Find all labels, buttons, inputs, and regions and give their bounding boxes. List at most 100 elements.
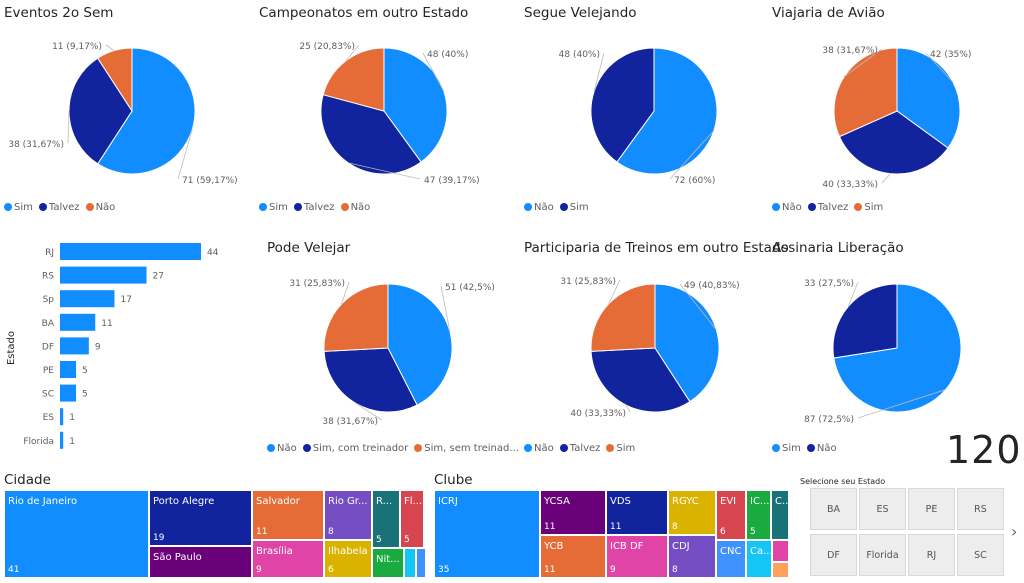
slicer-option-florida[interactable]: Florida bbox=[859, 534, 906, 576]
treemap-cell[interactable]: Rio Gr... 8 bbox=[324, 490, 372, 540]
treemap-cell[interactable]: VDS 11 bbox=[606, 490, 668, 535]
treemap-cell[interactable]: EVI 6 bbox=[716, 490, 746, 540]
slicer-option-es[interactable]: ES bbox=[859, 488, 906, 530]
legend-item[interactable]: Sim bbox=[4, 202, 33, 213]
legend-dot-icon bbox=[772, 203, 780, 211]
treemap-cell[interactable]: YCSA 11 bbox=[540, 490, 606, 535]
treemap-cell-label: CDJ bbox=[672, 541, 690, 552]
legend-label: Talvez bbox=[569, 443, 601, 454]
bar-rs[interactable] bbox=[60, 266, 147, 284]
legend-item[interactable]: Não bbox=[340, 202, 370, 213]
legend-item[interactable]: Sim bbox=[559, 202, 589, 213]
legend-item[interactable]: Talvez bbox=[807, 202, 848, 213]
treemap-cell[interactable]: Fl... 5 bbox=[400, 490, 424, 548]
legend-item[interactable]: Não bbox=[524, 202, 554, 213]
legend-dot-icon bbox=[38, 203, 47, 211]
slicer-option-rj[interactable]: RJ bbox=[908, 534, 955, 576]
bar-df[interactable] bbox=[60, 337, 89, 355]
treemap-cell[interactable] bbox=[772, 562, 789, 578]
pie-chart-viajaria[interactable]: 42 (35%) 40 (33,33%) 38 (31,67%) bbox=[772, 5, 1022, 195]
slicer-option-pe[interactable]: PE bbox=[908, 488, 955, 530]
pie-chart-campeonatos[interactable]: 48 (40%) 47 (39,17%) 25 (20,83%) bbox=[259, 5, 509, 195]
pie-slice-n-o[interactable] bbox=[832, 283, 898, 359]
pie-title: Eventos 2o Sem bbox=[4, 5, 114, 21]
treemap-cell[interactable]: Brasília 9 bbox=[252, 540, 324, 578]
y-tick-label: Florida bbox=[23, 437, 54, 447]
treemap-cell[interactable]: Salvador 11 bbox=[252, 490, 324, 540]
treemap-cell[interactable]: Nit... bbox=[372, 548, 404, 578]
treemap-cell[interactable]: ICB DF 9 bbox=[606, 535, 668, 578]
treemap-cell[interactable]: Ca... bbox=[746, 540, 772, 578]
treemap-cell[interactable] bbox=[772, 540, 789, 562]
pie-slice-talvez[interactable] bbox=[590, 347, 691, 413]
legend-item[interactable]: Talvez bbox=[293, 202, 335, 213]
treemap-cell[interactable]: R... 5 bbox=[372, 490, 400, 548]
treemap-cell[interactable]: São Paulo bbox=[149, 546, 252, 578]
pie-slice-talvez[interactable] bbox=[68, 57, 133, 165]
pie-leader-line bbox=[355, 403, 383, 421]
legend-dot-icon bbox=[806, 444, 815, 452]
pie-chart-eventos[interactable]: 71 (59,17%) 38 (31,67%) 11 (9,17%) bbox=[4, 5, 254, 195]
treemap-cell[interactable]: Porto Alegre 19 bbox=[149, 490, 252, 546]
legend-item[interactable]: Não bbox=[85, 202, 115, 213]
y-tick-label: BA bbox=[42, 319, 55, 329]
treemap-cell[interactable]: IC... 5 bbox=[746, 490, 771, 540]
legend-item[interactable]: Não bbox=[267, 443, 297, 454]
pie-title: Segue Velejando bbox=[524, 5, 637, 21]
pie-data-label: 33 (27,5%) bbox=[804, 279, 854, 289]
legend-item[interactable]: Não bbox=[806, 443, 837, 454]
legend-item[interactable]: Sim, com treinador bbox=[302, 443, 409, 454]
bar-ba[interactable] bbox=[60, 313, 96, 331]
pie-slice-sim-com-treinador[interactable] bbox=[323, 347, 418, 413]
pie-slice-n-o[interactable] bbox=[322, 47, 385, 112]
treemap-cell[interactable]: ICRJ 35 bbox=[434, 490, 540, 578]
pie-slice-sim-sem-treinador[interactable] bbox=[323, 283, 389, 352]
estado-bar-chart[interactable]: Estado RJ 44 RS 27 Sp 17 BA 11 DF 9 PE 5 SC 5 ES 1 Florid… bbox=[0, 238, 240, 458]
treemap-cell[interactable]: CNC bbox=[716, 540, 746, 578]
pie-legend: Não Sim bbox=[524, 202, 595, 213]
legend-item[interactable]: Sim, sem treinad... bbox=[414, 443, 519, 454]
treemap-cell[interactable]: Ilhabela 6 bbox=[324, 540, 372, 578]
bar-data-label: 27 bbox=[153, 272, 164, 282]
legend-item[interactable]: Não bbox=[772, 202, 802, 213]
treemap-cell-label: Ca... bbox=[750, 546, 772, 557]
bar-florida[interactable] bbox=[60, 431, 64, 449]
treemap-cell[interactable]: Rio de Janeiro 41 bbox=[4, 490, 149, 578]
chevron-right-icon[interactable]: › bbox=[1011, 522, 1018, 541]
treemap-cell[interactable]: C... bbox=[771, 490, 789, 540]
pie-legend: Sim Talvez Não bbox=[4, 202, 121, 213]
bar-sp[interactable] bbox=[60, 290, 115, 308]
treemap-cell[interactable]: CDJ 8 bbox=[668, 535, 716, 578]
slicer-option-rs[interactable]: RS bbox=[957, 488, 1004, 530]
legend-item[interactable]: Não bbox=[524, 443, 554, 454]
pie-slice-n-o[interactable] bbox=[616, 47, 718, 175]
pie-slice-talvez[interactable] bbox=[838, 110, 949, 175]
slicer-option-sc[interactable]: SC bbox=[957, 534, 1004, 576]
treemap-cell[interactable]: RGYC 8 bbox=[668, 490, 716, 535]
bar-rj[interactable] bbox=[60, 243, 201, 260]
pie-chart-assinaria[interactable]: 87 (72,5%) 33 (27,5%) bbox=[772, 240, 1022, 440]
legend-item[interactable]: Sim bbox=[772, 443, 801, 454]
legend-label: Sim bbox=[616, 443, 636, 454]
legend-item[interactable]: Sim bbox=[854, 202, 883, 213]
legend-label: Sim, com treinador bbox=[312, 443, 409, 454]
pie-data-label: 31 (25,83%) bbox=[289, 279, 345, 289]
treemap-cell[interactable]: YCB 11 bbox=[540, 535, 606, 578]
bar-pe[interactable] bbox=[60, 361, 77, 378]
pie-slice-talvez[interactable] bbox=[320, 94, 422, 175]
bar-es[interactable] bbox=[60, 408, 64, 426]
treemap-cell[interactable] bbox=[404, 548, 416, 578]
legend-item[interactable]: Sim bbox=[259, 202, 288, 213]
treemap-cell[interactable] bbox=[416, 548, 426, 578]
pie-chart-segue[interactable]: 72 (60%) 48 (40%) bbox=[524, 5, 769, 195]
bar-sc[interactable] bbox=[60, 384, 77, 402]
pie-slice-sim[interactable] bbox=[590, 283, 656, 352]
legend-item[interactable]: Talvez bbox=[38, 202, 80, 213]
pie-slice-sim[interactable] bbox=[96, 47, 196, 175]
pie-chart-pode[interactable]: 51 (42,5%) 38 (31,67%) 31 (25,83%) bbox=[267, 240, 517, 440]
legend-item[interactable]: Talvez bbox=[559, 443, 601, 454]
slicer-option-ba[interactable]: BA bbox=[810, 488, 857, 530]
legend-item[interactable]: Sim bbox=[606, 443, 635, 454]
slicer-option-df[interactable]: DF bbox=[810, 534, 857, 576]
pie-chart-participaria[interactable]: 49 (40,83%) 40 (33,33%) 31 (25,83%) bbox=[524, 240, 769, 440]
